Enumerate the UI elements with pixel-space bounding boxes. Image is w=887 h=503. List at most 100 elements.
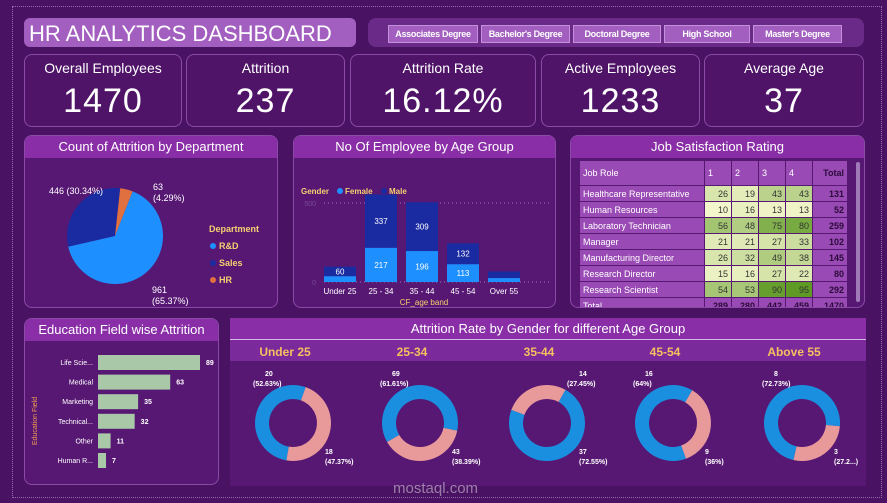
table-cell: 16: [732, 202, 758, 217]
gender-attrition-panel: Attrition Rate by Gender for different A…: [230, 318, 866, 486]
donut-label: 9: [705, 449, 709, 456]
value-label: 89: [206, 360, 214, 367]
donut-segment-pink: [286, 387, 331, 461]
x-tick: Under 25: [324, 287, 357, 296]
dashboard-frame: [12, 6, 882, 498]
kpi-active-employees: Active Employees 1233: [541, 54, 700, 127]
donut-segment-blue: [635, 385, 693, 461]
pie-label-sales: 446 (30.34%): [49, 186, 103, 196]
legend-item-female: Female: [345, 187, 373, 196]
table-cell: 32: [732, 250, 758, 265]
category-label: Life Scie...: [60, 360, 93, 367]
value-label: 32: [141, 419, 149, 426]
table-cell: 2: [732, 161, 758, 185]
table-cell: 26: [705, 250, 731, 265]
legend-item: R&D: [219, 241, 239, 251]
donut-pct: (36%): [705, 459, 724, 466]
x-tick: 35 - 44: [410, 287, 435, 296]
legend-marker: [210, 243, 216, 249]
table-cell: 52: [813, 202, 847, 217]
table-cell: 43: [786, 186, 812, 201]
table-cell: 1470: [813, 298, 847, 307]
donut-segment-pink: [387, 427, 458, 461]
employee-by-age-panel: No Of Employee by Age Group Gender Female…: [293, 135, 556, 308]
donut-label: 3: [834, 449, 838, 456]
table-cell: 13: [759, 202, 785, 217]
table-cell: 292: [813, 282, 847, 297]
kpi-label: Average Age: [744, 60, 824, 76]
donut-label: 69: [392, 371, 400, 378]
table-cell: 16: [732, 266, 758, 281]
category-label: Technical...: [58, 419, 93, 426]
age-group-header: 25-34: [397, 345, 428, 359]
donut-label: 37: [579, 449, 587, 456]
donut-segment-pink: [511, 385, 566, 415]
gender-donut-charts: Under 25 20 (52.63%) 18 (47.37%) 25-34 69 (61.6…: [253, 345, 858, 466]
kpi-value: 16.12%: [382, 82, 504, 120]
panel-title: Education Field wise Attrition: [25, 319, 218, 341]
table-cell: 102: [813, 234, 847, 249]
slicer-high-school[interactable]: High School: [664, 25, 750, 43]
bar: [98, 374, 171, 390]
pie-label-hr-pct: (4.29%): [153, 193, 185, 203]
bar-female: [488, 278, 520, 282]
table-row: Research Scientist 54 53 90 95 292: [580, 282, 847, 297]
donut-segment-pink: [681, 390, 711, 459]
bar-male: [447, 243, 479, 265]
table-cell: 75: [759, 218, 785, 233]
table-cell: 21: [732, 234, 758, 249]
category-label: Human R...: [58, 458, 93, 465]
job-satisfaction-panel: Job Satisfaction Rating Job Role 1 2 3 4 Tota…: [570, 135, 865, 308]
bar-label: 309: [415, 223, 429, 232]
value-label: 63: [176, 380, 184, 387]
legend-marker-male: [381, 188, 387, 194]
table-row: Human Resources 10 16 13 13 52: [580, 202, 847, 217]
department-pie-chart: 446 (30.34%) 63(4.29%) 961(65.37%) Departme…: [49, 182, 259, 306]
table-cell: Healthcare Representative: [580, 186, 704, 201]
table-scrollbar[interactable]: [856, 162, 860, 302]
panel-title: No Of Employee by Age Group: [294, 136, 555, 158]
slicer-masters-degree[interactable]: Master's Degree: [753, 25, 842, 43]
bar-female: [406, 251, 438, 282]
donut-label: 14: [579, 371, 587, 378]
table-cell: Research Scientist: [580, 282, 704, 297]
age-group-header: 35-44: [524, 345, 555, 359]
bar-male: [488, 271, 520, 279]
table-cell: 19: [732, 186, 758, 201]
table-cell: 459: [786, 298, 812, 307]
age-group-header: 45-54: [650, 345, 681, 359]
bar-label: 196: [415, 263, 429, 272]
table-total-row: Total 289 280 442 459 1470: [580, 298, 847, 307]
donut-label: 18: [325, 449, 333, 456]
category-label: Other: [75, 438, 93, 445]
slicer-bachelors-degree[interactable]: Bachelor's Degree: [481, 25, 570, 43]
table-cell: 33: [786, 234, 812, 249]
table-row: Manager 21 21 27 33 102: [580, 234, 847, 249]
attrition-by-department-panel: Count of Attrition by Department 446 (30…: [24, 135, 278, 308]
bar-label: 337: [374, 217, 388, 226]
table-cell: 26: [705, 186, 731, 201]
age-group-header: Above 55: [767, 345, 821, 359]
panel-title: Count of Attrition by Department: [25, 136, 277, 158]
table-cell: 56: [705, 218, 731, 233]
table-cell: 4: [786, 161, 812, 185]
table-cell: 43: [759, 186, 785, 201]
table-row: Manufacturing Director 26 32 49 38 145: [580, 250, 847, 265]
y-axis-label: Education Field: [32, 397, 39, 445]
kpi-value: 1470: [63, 82, 143, 120]
bar: [98, 413, 135, 429]
value-label: 35: [144, 399, 152, 406]
donut-label: 8: [774, 371, 778, 378]
y-tick: 500: [304, 201, 316, 208]
slicer-associates-degree[interactable]: Associates Degree: [388, 25, 478, 43]
table-cell: 90: [759, 282, 785, 297]
legend-item: Sales: [219, 258, 243, 268]
table-cell: Total: [580, 298, 704, 307]
donut-segment-pink: [793, 425, 840, 461]
table-cell: 259: [813, 218, 847, 233]
legend-marker: [210, 260, 216, 266]
slicer-doctoral-degree[interactable]: Doctoral Degree: [573, 25, 661, 43]
panel-title: Job Satisfaction Rating: [571, 136, 864, 158]
table-row: Research Director 15 16 27 22 80: [580, 266, 847, 281]
donut-segment-blue: [764, 385, 840, 461]
